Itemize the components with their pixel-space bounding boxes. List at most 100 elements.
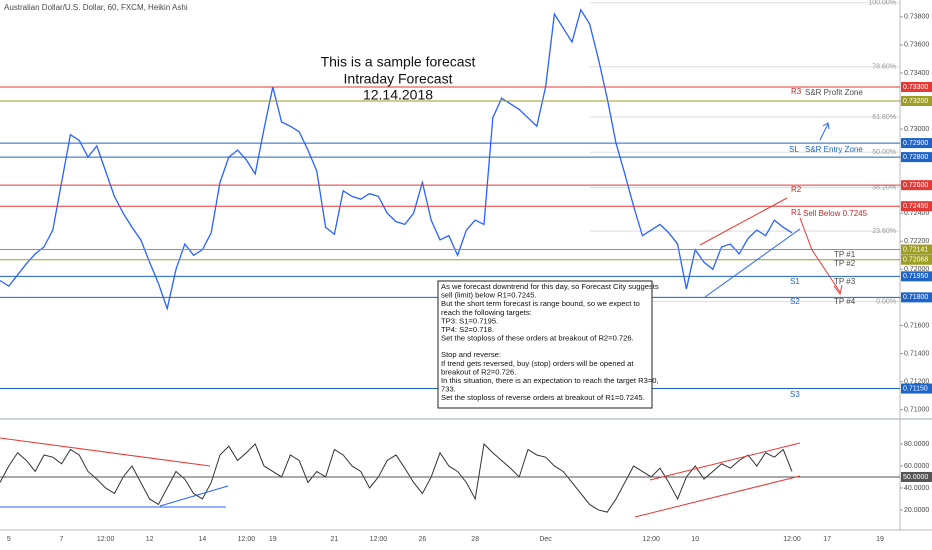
note-line: Set the stoploss of these orders at brea… — [441, 334, 634, 343]
x-tick-label: 21 — [331, 536, 339, 543]
level-box — [901, 383, 932, 394]
label: TP #4 — [834, 297, 856, 306]
level-label: 0.72068 — [903, 257, 928, 264]
y-tick-label: 60.0000 — [904, 463, 929, 470]
x-tick-label: 14 — [199, 536, 207, 543]
level-box — [901, 180, 932, 191]
title: Intraday Forecast — [344, 71, 453, 87]
note-line: reach the following targets: — [441, 308, 532, 317]
y-tick-label: 40.0000 — [904, 485, 929, 492]
note-line: But the short term forecast is range bou… — [441, 299, 640, 308]
label: Sell Below 0.7245 — [803, 209, 868, 218]
label: S1 — [790, 277, 800, 286]
x-tick-label: 17 — [823, 536, 831, 543]
level-label: 0.73200 — [903, 98, 928, 105]
level-box — [901, 244, 932, 255]
level-label: 0.71950 — [903, 273, 928, 280]
note-line: Stop and reverse: — [441, 350, 501, 359]
x-tick-label: 26 — [419, 536, 427, 543]
trend-line — [0, 437, 211, 467]
label: R2 — [791, 185, 802, 194]
label: SL — [789, 145, 799, 154]
y-tick-label: 0.72400 — [904, 210, 929, 217]
level-box — [901, 254, 932, 265]
x-tick-label: 28 — [471, 536, 479, 543]
note-line: As we forecast downtrend for this day, s… — [441, 282, 659, 291]
y-tick-label: 0.73000 — [904, 126, 929, 133]
arrow — [819, 123, 829, 141]
level-label: 0.72800 — [903, 154, 928, 161]
header: Australian Dollar/U.S. Dollar, 60, FXCM,… — [4, 3, 188, 12]
label: TP #3 — [834, 277, 856, 286]
level-box — [901, 95, 932, 106]
x-tick-label: 12:00 — [642, 536, 660, 543]
x-tick-label: 12 — [146, 536, 154, 543]
y-tick-label: 0.71000 — [904, 406, 929, 413]
note-line: sell (limit) below R1=0.7245. — [441, 291, 537, 300]
x-tick-label: 10 — [691, 536, 699, 543]
trend-line — [159, 485, 229, 507]
label: S&R Profit Zone — [805, 88, 863, 97]
level-label: 50.0000 — [903, 474, 928, 481]
fib-label: 50.00% — [872, 149, 896, 156]
arrow-head — [833, 284, 843, 296]
series-line — [0, 442, 793, 513]
level-label: 0.71150 — [903, 385, 928, 392]
x-tick-label: 5 — [7, 536, 11, 543]
y-tick-label: 0.73800 — [904, 14, 929, 21]
fib-label: 100.00% — [868, 0, 896, 7]
note-line: In this situation, there is an expectati… — [441, 376, 659, 385]
y-tick-label: 0.71600 — [904, 322, 929, 329]
level-box — [901, 292, 932, 303]
y-tick-label: 0.73400 — [904, 70, 929, 77]
y-tick-label: 0.72200 — [904, 238, 929, 245]
fib-label: 78.60% — [872, 64, 896, 71]
label: R3 — [791, 87, 802, 96]
y-tick-label: 0.71400 — [904, 350, 929, 357]
fib-label: 61.80% — [872, 114, 896, 121]
note-box — [437, 280, 653, 409]
note-line: TP3: S1=0.7195. — [441, 316, 498, 325]
level-box — [901, 152, 932, 163]
level-box — [901, 201, 932, 212]
x-tick-label: 12:00 — [238, 536, 256, 543]
note-line: breakout of R2=0.726. — [441, 367, 516, 376]
fib-label: 38.20% — [872, 184, 896, 191]
series-line — [0, 8, 793, 311]
level-label: 0.72900 — [903, 140, 928, 147]
trend-line — [699, 197, 788, 246]
note-line: If trend gets reversed, buy (stop) order… — [441, 359, 634, 368]
level-label: 0.71800 — [903, 294, 928, 301]
level-box — [901, 81, 932, 92]
title: This is a sample forecast — [321, 54, 476, 70]
note-line: Set the stoploss of reverse orders at br… — [441, 393, 645, 402]
level-box — [901, 138, 932, 149]
y-tick-label: 0.72000 — [904, 266, 929, 273]
forecast-arrow — [799, 217, 841, 293]
x-tick-label: 12:00 — [97, 536, 115, 543]
label: R1 — [791, 208, 802, 217]
level-label: 0.73300 — [903, 84, 928, 91]
fib-label: 23.60% — [872, 228, 896, 235]
label: S2 — [790, 297, 800, 306]
x-tick-label: 12:00 — [783, 536, 801, 543]
level-box — [901, 471, 932, 482]
y-tick-label: 20.0000 — [904, 507, 929, 514]
x-tick-label: 19 — [876, 536, 884, 543]
x-tick-label: 19 — [269, 536, 277, 543]
arrow-head — [822, 122, 830, 130]
x-tick-label: 12:00 — [370, 536, 388, 543]
label: S&R Entry Zone — [805, 145, 863, 154]
y-tick-label: 0.71200 — [904, 378, 929, 385]
trend-line — [649, 442, 801, 481]
label: S3 — [790, 390, 800, 399]
x-tick-label: Dec — [539, 536, 552, 543]
title: 12.14.2018 — [363, 87, 433, 103]
x-tick-label: 7 — [60, 536, 64, 543]
trend-line — [634, 475, 801, 518]
level-box — [901, 271, 932, 282]
fib-label: 0.00% — [876, 298, 896, 305]
trend-line — [704, 228, 801, 298]
